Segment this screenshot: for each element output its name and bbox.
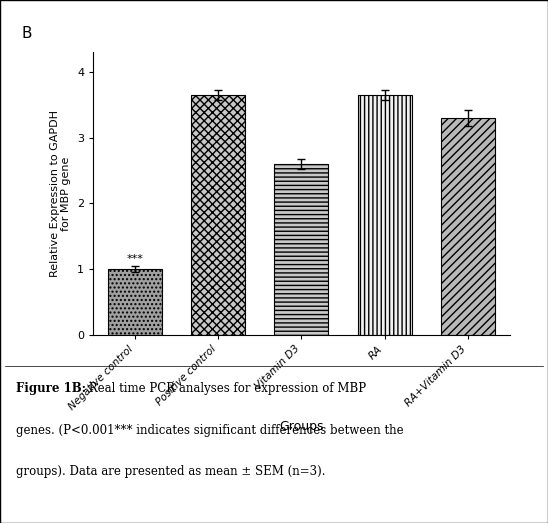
X-axis label: Groups: Groups	[279, 420, 324, 433]
Text: ***: ***	[127, 254, 143, 264]
Bar	[441, 118, 495, 335]
Y-axis label: Relative Expression to GAPDH
for MBP gene: Relative Expression to GAPDH for MBP gen…	[50, 110, 71, 277]
Bar	[275, 164, 328, 335]
Text: Real time PCR analyses for expression of MBP: Real time PCR analyses for expression of…	[85, 382, 366, 395]
Text: Figure 1B:: Figure 1B:	[16, 382, 87, 395]
Bar	[191, 95, 245, 335]
Bar	[358, 95, 412, 335]
Text: genes. (P<0.001*** indicates significant differences between the: genes. (P<0.001*** indicates significant…	[16, 424, 404, 437]
Bar	[108, 269, 162, 335]
Text: B: B	[22, 26, 32, 41]
Text: groups). Data are presented as mean ± SEM (n=3).: groups). Data are presented as mean ± SE…	[16, 465, 326, 479]
